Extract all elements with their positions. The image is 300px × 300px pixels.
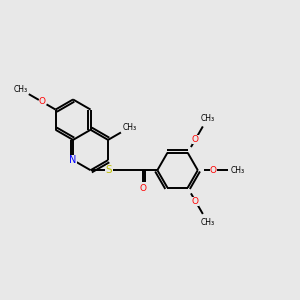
Text: O: O [192, 135, 199, 144]
Text: O: O [192, 196, 199, 206]
Text: O: O [39, 98, 46, 106]
Text: O: O [210, 166, 217, 175]
Text: CH₃: CH₃ [200, 114, 215, 123]
Text: CH₃: CH₃ [14, 85, 28, 94]
Text: O: O [139, 184, 146, 193]
Text: S: S [106, 165, 112, 175]
Text: CH₃: CH₃ [231, 166, 245, 175]
Text: CH₃: CH₃ [123, 123, 137, 132]
Text: CH₃: CH₃ [200, 218, 215, 227]
Text: N: N [69, 155, 77, 165]
